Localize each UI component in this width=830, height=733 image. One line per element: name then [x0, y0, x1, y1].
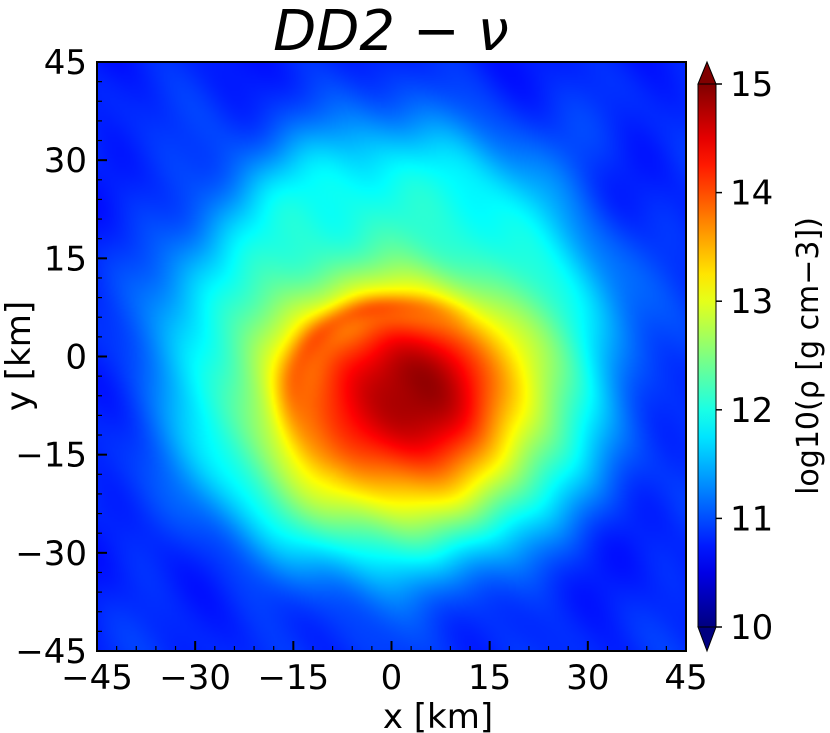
y-tick-label: −30: [15, 534, 87, 574]
x-tick-label: 45: [664, 658, 707, 698]
x-axis-label: x [km]: [383, 697, 493, 733]
colorbar-tick-label: 10: [730, 608, 773, 648]
y-tick-label: 45: [44, 43, 87, 83]
x-tick-label: 15: [468, 658, 511, 698]
y-tick-label: 15: [44, 239, 87, 279]
x-tick-label: −15: [257, 658, 329, 698]
colorbar-gradient: [697, 83, 717, 628]
colorbar-tick-label: 14: [730, 174, 773, 214]
x-tick-label: 0: [381, 658, 403, 698]
x-tick-label: −45: [61, 658, 133, 698]
colorbar-tick-label: 15: [730, 65, 773, 105]
x-tick-label: −30: [159, 658, 231, 698]
y-axis-label: y [km]: [0, 301, 39, 411]
y-axis-ticks: −45 −30 −15 0 15 30 45: [15, 43, 107, 672]
colorbar-tick-label: 12: [730, 391, 773, 431]
colorbar-ticks: 10 11 12 13 14 15: [716, 65, 773, 648]
chart-title: DD2 − ν: [273, 0, 509, 64]
colorbar-label: log10(ρ [g cm−3]): [791, 217, 826, 495]
y-tick-label: −45: [15, 632, 87, 672]
density-heatmap: [97, 62, 686, 651]
x-axis-ticks: −45 −30 −15 0 15 30 45: [61, 641, 708, 698]
colorbar-extend-top: [697, 60, 717, 85]
y-tick-label: 0: [65, 338, 87, 378]
y-tick-label: 30: [44, 141, 87, 181]
y-tick-label: −15: [15, 436, 87, 476]
colorbar-tick-label: 13: [730, 282, 773, 322]
x-tick-label: 30: [566, 658, 609, 698]
plot-area: [96, 61, 687, 652]
colorbar-tick-label: 11: [730, 499, 773, 539]
colorbar-extend-bottom: [697, 626, 717, 653]
colorbar: 10 11 12 13 14 15 log10(ρ [g cm−3]): [697, 60, 826, 653]
